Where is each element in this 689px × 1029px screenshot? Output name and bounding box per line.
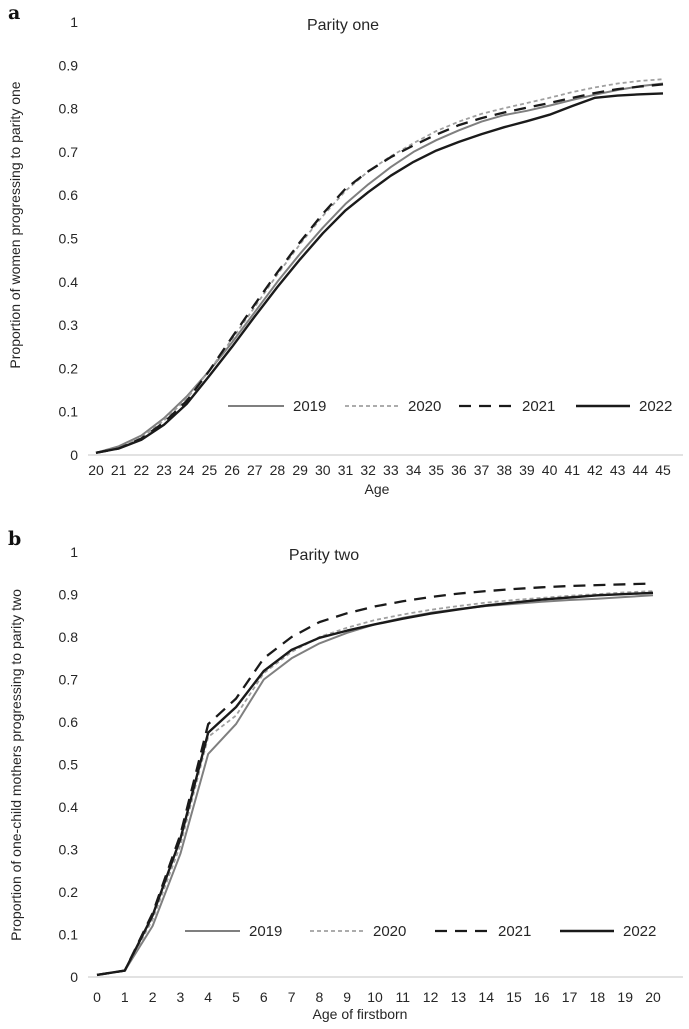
panel-b-x-tick-label: 8: [316, 989, 324, 1005]
panel-b-x-tick-label: 18: [590, 989, 606, 1005]
panel-b-y-tick-label: 0.7: [59, 672, 79, 688]
panel-a-x-tick-label: 45: [655, 462, 671, 478]
panel-b-x-tick-label: 6: [260, 989, 268, 1005]
panel-b-y-tick-label: 0.8: [59, 629, 79, 645]
panel-a-x-axis-label: Age: [364, 481, 390, 497]
panel-a-legend-label-2021: 2021: [522, 398, 555, 415]
panel-b-legend-label-2021: 2021: [498, 923, 531, 940]
panel-a-y-tick-label: 0.1: [59, 404, 79, 420]
panel-b-y-tick-label: 0.6: [59, 714, 79, 730]
panel-a-x-tick-label: 36: [451, 462, 467, 478]
panel-b-x-tick-label: 17: [562, 989, 578, 1005]
panel-a-x-tick-label: 20: [88, 462, 104, 478]
panel-a-x-tick-label: 25: [202, 462, 218, 478]
panel-b-x-tick-label: 14: [478, 989, 494, 1005]
panel-b-x-tick-label: 0: [93, 989, 101, 1005]
panel-a-x-tick-label: 35: [428, 462, 444, 478]
panel-a-y-tick-label: 0.2: [59, 360, 79, 376]
panel-a-legend-label-2019: 2019: [293, 398, 326, 415]
panel-b-x-tick-label: 13: [451, 989, 467, 1005]
panel-b-legend-label-2022: 2022: [623, 923, 656, 940]
panel-a-x-tick-label: 42: [587, 462, 603, 478]
panel-a-x-tick-label: 28: [270, 462, 286, 478]
panel-b-legend-label-2019: 2019: [249, 923, 282, 940]
panel-a-y-tick-label: 1: [70, 14, 78, 30]
panel-a-x-tick-label: 44: [633, 462, 649, 478]
panel-b-y-tick-label: 0.3: [59, 842, 79, 858]
panel-a-series-line-2022: [95, 92, 664, 454]
panel-a-series-line-2019: [95, 82, 664, 454]
panel-a-series-line-2020: [95, 78, 664, 454]
panel-b-x-tick-label: 15: [506, 989, 522, 1005]
panel-b-series-line-2021: [96, 582, 654, 977]
panel-a-x-tick-label: 32: [360, 462, 376, 478]
panel-b-series-line-2022: [96, 591, 654, 977]
panel-b-x-tick-label: 11: [396, 989, 411, 1005]
panel-a-x-tick-label: 31: [338, 462, 354, 478]
panel-a-x-tick-label: 23: [156, 462, 172, 478]
panel-b-y-tick-label: 0.4: [59, 799, 79, 815]
panel-a-letter: a: [8, 2, 21, 24]
panel-b-y-tick-label: 0.1: [59, 927, 79, 943]
panel-a-y-tick-label: 0.4: [59, 274, 79, 290]
panel-b-x-tick-label: 2: [149, 989, 157, 1005]
panel-a-x-tick-label: 43: [610, 462, 626, 478]
panel-a-x-tick-label: 40: [542, 462, 558, 478]
panel-b-x-tick-label: 7: [288, 989, 296, 1005]
panel-b-x-tick-label: 20: [645, 989, 661, 1005]
panel-a-x-tick-label: 37: [474, 462, 490, 478]
panel-b-y-tick-label: 0.2: [59, 884, 79, 900]
panel-a-x-tick-label: 33: [383, 462, 399, 478]
panel-b-y-tick-label: 0: [70, 969, 78, 985]
panel-a-y-axis-label: Proportion of women progressing to parit…: [7, 81, 23, 369]
panel-a-y-tick-label: 0.5: [59, 231, 79, 247]
panel-b-x-tick-label: 10: [367, 989, 383, 1005]
panel-b-legend-label-2020: 2020: [373, 923, 406, 940]
panel-a-y-tick-label: 0.7: [59, 144, 79, 160]
panel-b-letter: b: [8, 528, 22, 550]
panel-a-x-tick-label: 21: [111, 462, 127, 478]
panel-b-x-tick-label: 1: [121, 989, 129, 1005]
panel-b-x-tick-label: 3: [177, 989, 185, 1005]
panel-a-x-tick-label: 30: [315, 462, 331, 478]
panel-a-x-tick-label: 39: [519, 462, 535, 478]
panel-b-title: Parity two: [288, 547, 360, 564]
panel-b-x-tick-label: 4: [204, 989, 212, 1005]
panel-a-x-tick-label: 29: [292, 462, 308, 478]
panel-b-series-line-2019: [96, 594, 654, 976]
panel-b-x-axis-label: Age of firstborn: [312, 1006, 408, 1022]
panel-b-y-tick-label: 1: [70, 544, 78, 560]
panel-a-y-tick-label: 0.6: [59, 187, 79, 203]
panel-a-x-tick-label: 41: [564, 462, 580, 478]
panel-b-y-tick-label: 0.5: [59, 757, 79, 773]
panel-a-y-tick-label: 0.8: [59, 101, 79, 117]
panel-a-x-tick-label: 22: [134, 462, 150, 478]
panel-b-series-line-2020: [96, 590, 654, 976]
panel-a-x-tick-label: 38: [496, 462, 512, 478]
panel-b-x-tick-label: 5: [232, 989, 240, 1005]
panel-a-x-tick-label: 24: [179, 462, 195, 478]
panel-b-y-axis-label: Proportion of one-child mothers progress…: [8, 589, 24, 941]
panel-a-x-tick-label: 34: [406, 462, 422, 478]
panel-b-x-tick-label: 19: [617, 989, 633, 1005]
panel-a-x-tick-label: 26: [224, 462, 240, 478]
panel-a-legend-label-2022: 2022: [639, 398, 672, 415]
panel-a-y-tick-label: 0.9: [59, 57, 79, 73]
panel-b-x-tick-label: 12: [423, 989, 439, 1005]
panel-a-title: Parity one: [306, 17, 380, 34]
panel-b-x-tick-label: 16: [534, 989, 550, 1005]
panel-a-legend-label-2020: 2020: [408, 398, 441, 415]
panel-a-y-tick-label: 0: [70, 447, 78, 463]
panel-b-x-tick-label: 9: [343, 989, 351, 1005]
panel-a-series-line-2021: [95, 83, 664, 454]
panel-a-x-tick-label: 27: [247, 462, 263, 478]
panel-b-y-tick-label: 0.9: [59, 587, 79, 603]
panel-a-y-tick-label: 0.3: [59, 317, 79, 333]
